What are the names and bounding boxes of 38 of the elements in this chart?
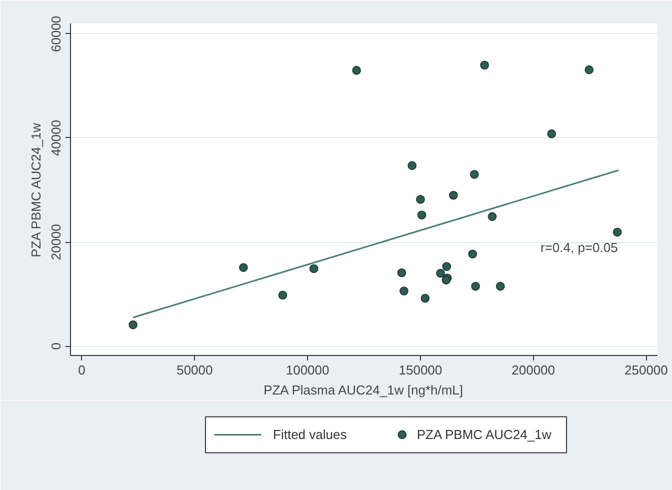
x-tick-label: 50000 [176, 362, 213, 378]
point [480, 60, 489, 70]
point [400, 286, 408, 296]
point [436, 268, 445, 278]
point [496, 282, 505, 291]
annotation: r=0.4, p=0.05 [540, 240, 618, 255]
y-tick-label: 40000 [48, 120, 64, 156]
y-tick-label: 0 [48, 342, 64, 350]
point [612, 228, 622, 237]
y-axis-title: PZA PBMC AUC24_1w [28, 122, 44, 258]
point [471, 282, 480, 291]
point [449, 190, 458, 200]
legend-label: Fitted values [273, 427, 348, 442]
point [547, 129, 556, 138]
x-tick-label: 100000 [286, 362, 330, 378]
x-tick-label: 200000 [512, 362, 556, 378]
x-tick-label: 150000 [398, 362, 442, 378]
y-tick-label: 60000 [48, 16, 64, 52]
legend-label: PZA PBMC AUC24_1w [416, 427, 552, 442]
point [397, 268, 406, 278]
point [488, 212, 497, 221]
point [442, 262, 452, 271]
point [420, 294, 430, 303]
point [408, 161, 416, 170]
x-tick-label: 250000 [624, 362, 668, 378]
x-axis-title: PZA Plasma AUC24_1w [ng*h/mL] [264, 382, 464, 398]
point [584, 65, 594, 74]
point [278, 290, 288, 300]
point [128, 320, 138, 330]
point [470, 170, 479, 179]
y-tick-label: 20000 [48, 224, 64, 260]
point [239, 263, 248, 272]
point [417, 210, 426, 220]
point [352, 66, 361, 75]
point [416, 194, 425, 204]
point [309, 264, 318, 273]
point [468, 250, 477, 258]
x-tick-label: 0 [78, 362, 86, 378]
